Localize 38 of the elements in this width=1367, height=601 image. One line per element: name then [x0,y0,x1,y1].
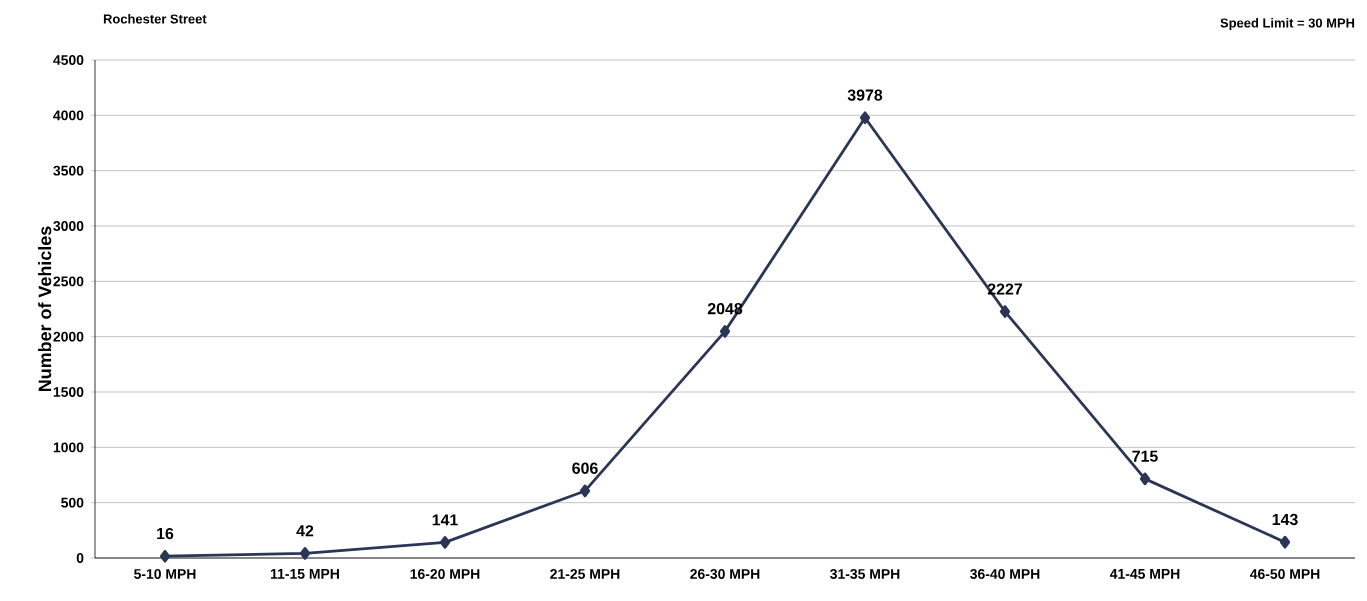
point [859,111,871,125]
y-tick-label: 1000 [53,442,84,453]
point [299,546,311,560]
data-label: 16 [157,527,174,540]
data-label: 715 [1132,450,1158,462]
y-tick-label: 1500 [53,387,84,397]
y-tick-label: 3000 [53,221,84,231]
data-label: 3978 [847,89,883,101]
chart-title: Rochester Street [103,14,207,24]
y-tick-label: 2000 [53,331,84,342]
point [159,549,171,563]
y-tick-label: 3500 [53,165,84,176]
x-tick-label: 36-40 MPH [970,569,1040,579]
x-tick-label: 31-35 MPH [830,569,900,579]
point [439,536,451,549]
y-tick-label: 0 [76,553,84,563]
point [579,484,591,498]
x-tick-label: 5-10 MPH [134,569,196,579]
point [1139,472,1151,486]
data-label: 141 [432,514,458,526]
data-label: 143 [1272,513,1298,526]
y-tick-label: 500 [61,497,84,508]
y-tick-label: 2500 [53,276,84,287]
x-tick-label: 26-30 MPH [690,569,760,579]
point [719,324,731,338]
y-tick-label: 4500 [53,55,84,65]
y-axis-title: Number of Vehicles [38,226,52,392]
point [999,305,1011,318]
x-tick-label: 46-50 MPH [1249,569,1320,579]
x-tick-label: 41-45 MPH [1109,569,1180,579]
data-label: 606 [572,462,598,474]
point [1279,535,1291,549]
x-tick-label: 21-25 MPH [550,569,620,579]
x-tick-label: 16-20 MPH [410,569,480,579]
x-tick-label: 11-15 MPH [270,569,339,579]
y-tick-label: 4000 [53,110,84,121]
data-label: 42 [296,525,314,537]
text: Speed Limit = 30 MPH [1220,18,1355,31]
